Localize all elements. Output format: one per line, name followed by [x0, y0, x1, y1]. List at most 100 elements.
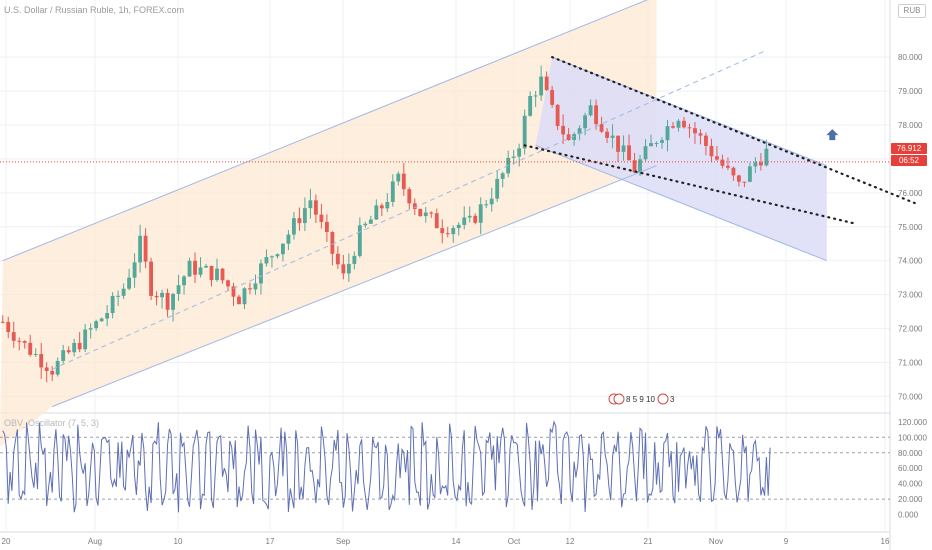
x-tick-label: Aug: [88, 537, 102, 546]
price-candles: [0, 65, 769, 383]
trend-annotations: [0, 0, 916, 408]
candle-body: [66, 350, 71, 353]
candle-body: [154, 295, 159, 298]
candle-body: [445, 233, 450, 235]
candle-body: [17, 340, 22, 342]
channel-zones: [0, 0, 827, 447]
candle-body: [193, 260, 197, 275]
candle-body: [511, 156, 516, 158]
economic-events[interactable]: 8 5 9 10 3: [608, 393, 675, 405]
candle-body: [649, 143, 653, 147]
candle-body: [539, 76, 544, 96]
candle-body: [643, 146, 648, 160]
candle-body: [550, 89, 555, 105]
candle-body: [352, 255, 357, 264]
candle-body: [330, 232, 335, 254]
candle-body: [0, 321, 5, 323]
candle-body: [489, 198, 494, 205]
candle-body: [55, 360, 60, 375]
candle-body: [577, 128, 582, 135]
candle-body: [313, 200, 318, 215]
candle-body: [44, 367, 49, 371]
x-tick-label: 20: [2, 537, 11, 546]
currency-badge[interactable]: RUB: [898, 4, 926, 18]
candle-body: [171, 293, 175, 310]
candle-body: [407, 189, 412, 204]
candle-body: [742, 181, 747, 183]
osc-y-tick-label: 100.000: [898, 433, 927, 442]
candle-body: [253, 283, 258, 290]
candle-body: [357, 225, 362, 256]
candle-body: [709, 145, 714, 157]
candle-body: [473, 215, 478, 223]
y-tick-label: 76.000: [898, 189, 923, 198]
candle-body: [418, 208, 423, 217]
candle-body: [693, 128, 697, 134]
candle-body: [110, 295, 115, 314]
candle-body: [456, 224, 461, 229]
candle-body: [39, 354, 44, 368]
x-tick-label: 21: [644, 537, 653, 546]
candle-body: [715, 156, 719, 160]
candle-body: [736, 175, 741, 182]
candle-body: [638, 159, 642, 173]
candle-body: [204, 265, 208, 268]
candle-body: [165, 292, 170, 310]
candle-body: [88, 328, 93, 330]
oscillator-pane: [0, 420, 890, 513]
candle-body: [374, 205, 379, 220]
candle-body: [72, 342, 77, 353]
oscillator-line: [2, 420, 771, 513]
candle-body: [500, 173, 505, 179]
x-tick-label: 16: [881, 537, 890, 546]
candle-body: [610, 135, 615, 138]
x-tick-label: Sep: [336, 537, 351, 546]
candle-body: [308, 200, 313, 209]
candle-body: [544, 76, 549, 90]
y-tick-label: 71.000: [898, 359, 923, 368]
candle-body: [302, 208, 307, 224]
us-events-marker[interactable]: 8 5 9 10: [608, 393, 655, 405]
candle-body: [182, 276, 186, 286]
candle-body: [726, 165, 730, 168]
candle-body: [160, 292, 164, 298]
candle-body: [616, 135, 620, 152]
candle-body: [116, 295, 121, 297]
candle-body: [429, 212, 434, 214]
candle-body: [50, 370, 55, 375]
wedge-upper-dotted: [551, 56, 916, 205]
flag-icon: [657, 393, 669, 405]
osc-y-tick-label: 120.000: [898, 418, 927, 427]
x-tick-label: 17: [266, 537, 275, 546]
x-tick-label: 12: [566, 537, 575, 546]
candle-body: [220, 268, 225, 281]
y-tick-label: 73.000: [898, 291, 923, 300]
current-price-tag: 76.912: [891, 143, 927, 154]
candle-body: [346, 263, 351, 274]
y-tick-label: 74.000: [898, 257, 923, 266]
candle-body: [28, 342, 33, 355]
candle-body: [275, 254, 280, 257]
candle-body: [588, 105, 593, 116]
candle-body: [33, 354, 38, 356]
candle-body: [281, 243, 285, 255]
us-events-marker-2[interactable]: 3: [657, 393, 675, 405]
candle-body: [555, 104, 560, 126]
candle-body: [654, 142, 659, 144]
candle-body: [665, 126, 670, 141]
candle-body: [687, 127, 692, 129]
oscillator-label: OBV_Oscillator (7, 5, 3): [4, 418, 100, 428]
osc-y-tick-label: 20.000: [898, 495, 923, 504]
wedge-lower-dotted: [523, 144, 856, 225]
candle-body: [187, 260, 192, 277]
candle-body: [747, 166, 752, 182]
y-tick-label: 72.000: [898, 325, 923, 334]
candle-body: [440, 228, 445, 234]
up-arrow-icon: [826, 129, 839, 141]
osc-y-tick-label: 60.000: [898, 464, 923, 473]
candle-body: [215, 268, 219, 281]
y-tick-label: 78.000: [898, 121, 923, 130]
candle-body: [127, 277, 132, 289]
candle-body: [561, 125, 566, 135]
